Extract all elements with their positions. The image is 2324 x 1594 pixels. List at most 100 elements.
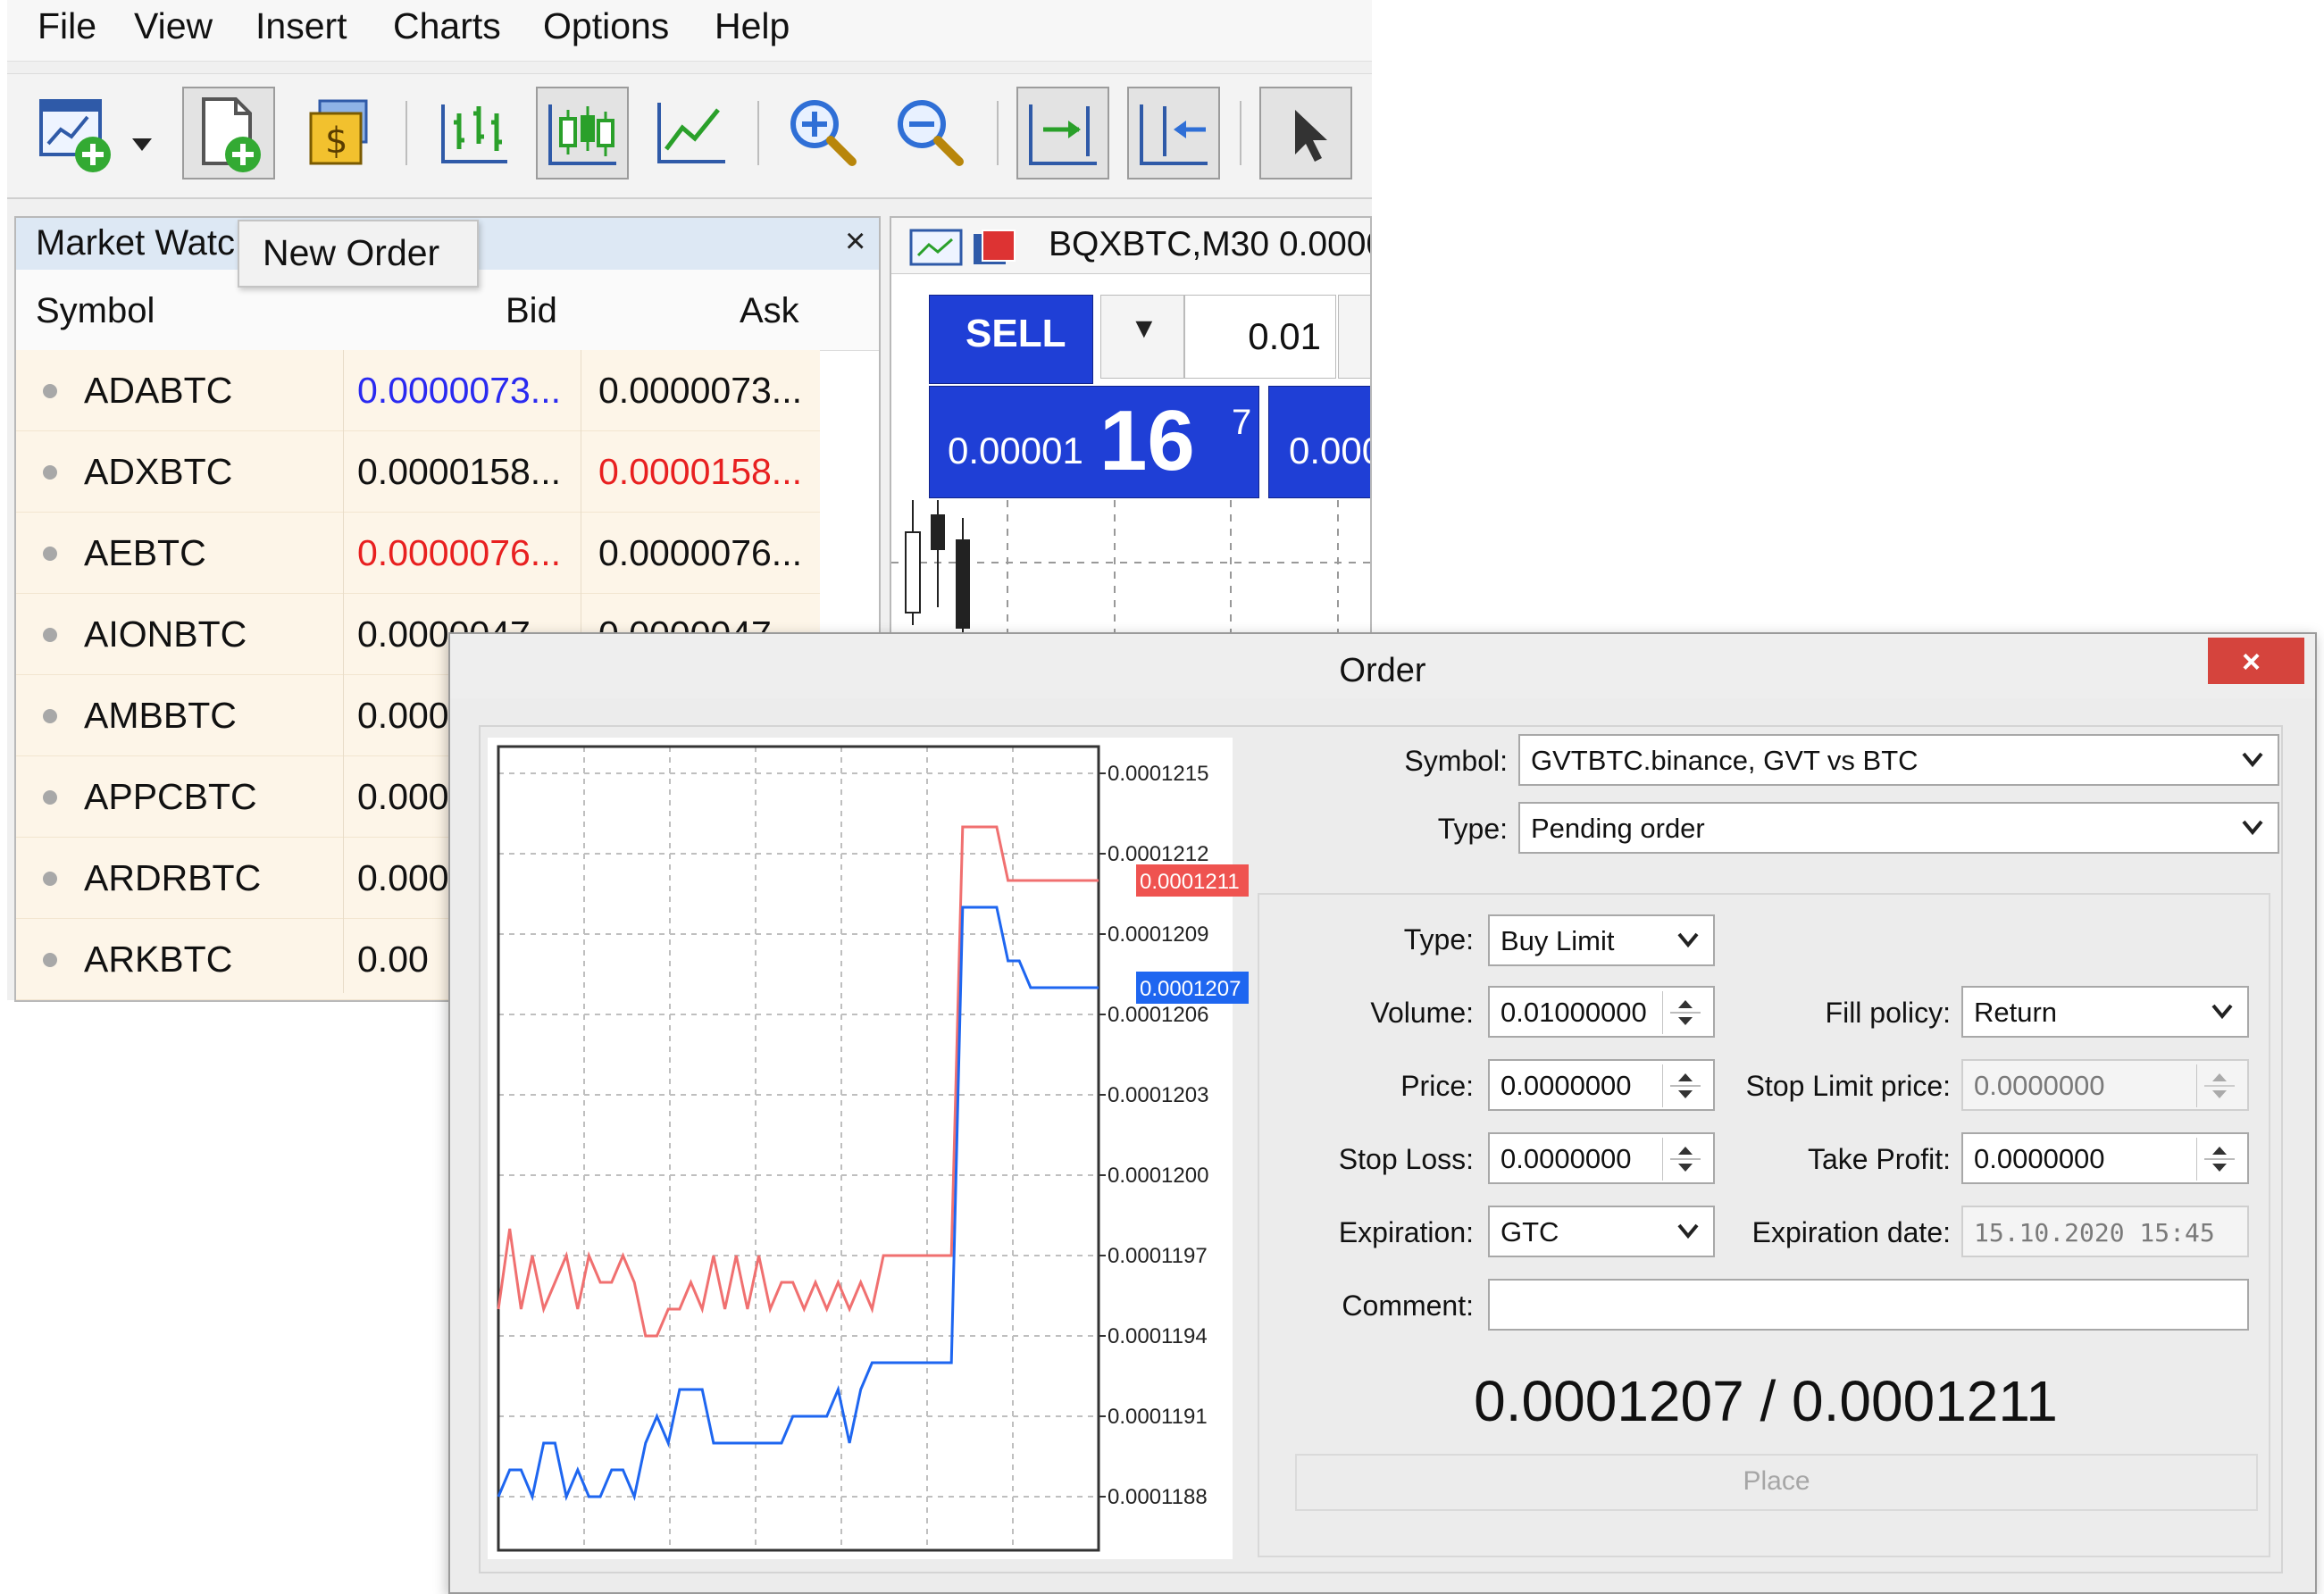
volume-spinner[interactable] [1662, 991, 1708, 1034]
volume-increase-button[interactable] [1338, 295, 1370, 379]
price-value: 0.0000000 [1501, 1070, 1632, 1101]
chart-shift-button[interactable] [1016, 87, 1109, 179]
pending-type-select[interactable]: Buy Limit [1488, 914, 1715, 966]
menu-help[interactable]: Help [715, 5, 790, 46]
bid-cell: 0.0000073... [357, 370, 561, 411]
y-tick-label: 0.0001203 [1108, 1083, 1208, 1107]
zoom-out-button[interactable] [884, 87, 977, 179]
menu-charts[interactable]: Charts [393, 5, 501, 46]
symbol-cell: ADABTC [84, 370, 233, 411]
bid-price-text: 0.0001207 [1140, 977, 1241, 1001]
symbol-cell: ARDRBTC [84, 857, 262, 898]
volume-decrease-button[interactable]: ▼ [1100, 295, 1184, 379]
status-dot-icon [43, 628, 57, 642]
price-input[interactable]: 0.0000000 [1488, 1059, 1715, 1111]
bid-cell: 0.00 [357, 939, 429, 980]
new-order-button[interactable] [182, 87, 275, 179]
volume-value: 0.01000000 [1501, 997, 1647, 1028]
menu-options[interactable]: Options [543, 5, 670, 46]
symbol-cell: AEBTC [84, 532, 206, 573]
menu-insert[interactable]: Insert [255, 5, 347, 46]
stop-loss-label: Stop Loss: [1338, 1143, 1474, 1175]
candle [931, 514, 945, 550]
price-label: Price: [1400, 1070, 1474, 1102]
y-tick-label: 0.0001206 [1108, 1003, 1208, 1027]
stop-limit-spinner [2196, 1064, 2242, 1107]
symbol-cell: ARKBTC [84, 939, 233, 980]
volume-input[interactable]: 0.01000000 [1488, 986, 1715, 1038]
take-profit-spinner[interactable] [2196, 1138, 2242, 1181]
close-button[interactable]: × [2208, 638, 2304, 684]
chevron-down-icon [1677, 1223, 1699, 1239]
ask-price-label: 0.0001211 [1136, 864, 1249, 897]
status-dot-icon [43, 547, 57, 561]
cursor-button[interactable] [1259, 87, 1352, 179]
new-order-tooltip: New Order [238, 220, 479, 288]
toolbar-separator [997, 101, 999, 165]
expiration-select[interactable]: GTC [1488, 1206, 1715, 1257]
order-titlebar: Order × [450, 634, 2315, 698]
ask-price-text: 0.0001211 [1140, 870, 1240, 894]
order-type-label: Type: [1437, 813, 1508, 845]
y-tick-label: 0.0001215 [1108, 762, 1208, 786]
place-label: Place [1743, 1466, 1810, 1496]
market-watch-row[interactable]: ADABTC 0.0000073... 0.0000073... [16, 350, 820, 431]
place-button[interactable]: Place [1295, 1454, 2258, 1511]
auto-scroll-button[interactable] [1127, 87, 1220, 179]
column-bid[interactable]: Bid [506, 291, 557, 330]
tick-chart-y-axis: 0.0001215 0.0001212 0.0001209 0.0001206 0.00… [1099, 762, 1208, 1509]
candlestick-chart-button[interactable] [536, 87, 629, 179]
ask-line [497, 825, 1099, 1338]
one-click-volume-input[interactable]: 0.01 [1184, 295, 1336, 379]
status-dot-icon [43, 709, 57, 723]
toolbar-separator [405, 101, 407, 165]
symbol-cell: ADXBTC [84, 451, 233, 492]
take-profit-input[interactable]: 0.0000000 [1961, 1132, 2249, 1184]
price-spinner[interactable] [1662, 1064, 1708, 1107]
chart-tab[interactable]: BQXBTC,M30 0.0000 [891, 218, 1372, 274]
column-symbol[interactable]: Symbol [36, 291, 155, 330]
ask-cell: 0.0000073... [598, 370, 802, 411]
stop-limit-value: 0.0000000 [1974, 1070, 2105, 1101]
bid-cell: 0.000 [357, 857, 449, 898]
buy-price-prefix: 0.000 [1289, 430, 1370, 472]
sell-price-sup: 7 [1232, 403, 1252, 442]
zoom-in-button[interactable] [777, 87, 870, 179]
comment-input[interactable] [1488, 1279, 2249, 1331]
stop-loss-input[interactable]: 0.0000000 [1488, 1132, 1715, 1184]
menu-view[interactable]: View [134, 5, 213, 46]
candle [905, 531, 921, 613]
bid-cell: 0.000 [357, 776, 449, 817]
menu-file[interactable]: File [38, 5, 97, 46]
column-ask[interactable]: Ask [740, 291, 799, 330]
one-click-sell-button[interactable]: SELL [929, 295, 1093, 384]
cursor-icon [1295, 110, 1327, 162]
market-watch-row[interactable]: ADXBTC 0.0000158... 0.0000158... [16, 431, 820, 513]
chevron-down-icon: ▼ [1130, 312, 1158, 344]
stop-loss-spinner[interactable] [1662, 1138, 1708, 1181]
market-watch-row[interactable]: AEBTC 0.0000076... 0.0000076... [16, 513, 820, 594]
bar-chart-button[interactable] [429, 87, 522, 179]
fill-policy-value: Return [1974, 997, 2058, 1028]
toolbar-separator [1240, 101, 1241, 165]
line-chart-button[interactable] [647, 87, 740, 179]
bid-cell: 0.000 [357, 695, 449, 736]
market-watch-title: Market Watc [36, 223, 235, 263]
new-chart-button[interactable] [34, 87, 152, 179]
sell-price-big: 16 [1099, 393, 1195, 488]
take-profit-value: 0.0000000 [1974, 1143, 2105, 1174]
chart-title: BQXBTC,M30 0.0000 [1049, 225, 1372, 263]
order-body: 0.0001215 0.0001212 0.0001209 0.0001206 0.00… [479, 725, 2283, 1573]
svg-text:$: $ [325, 121, 347, 162]
order-type-select[interactable]: Pending order [1518, 802, 2279, 854]
trade-button[interactable]: $ [293, 87, 386, 179]
chevron-down-icon [1677, 932, 1699, 948]
symbol-select[interactable]: GVTBTC.binance, GVT vs BTC [1518, 734, 2279, 786]
fill-policy-select[interactable]: Return [1961, 986, 2249, 1038]
symbol-label: Symbol: [1404, 745, 1508, 777]
close-icon[interactable]: × [845, 221, 866, 261]
buy-price-panel[interactable]: 0.000 [1268, 386, 1370, 498]
sell-price-panel[interactable]: 0.00001 16 7 [929, 386, 1259, 498]
new-order-icon [202, 97, 261, 172]
spinner-icon [1670, 1147, 1701, 1172]
